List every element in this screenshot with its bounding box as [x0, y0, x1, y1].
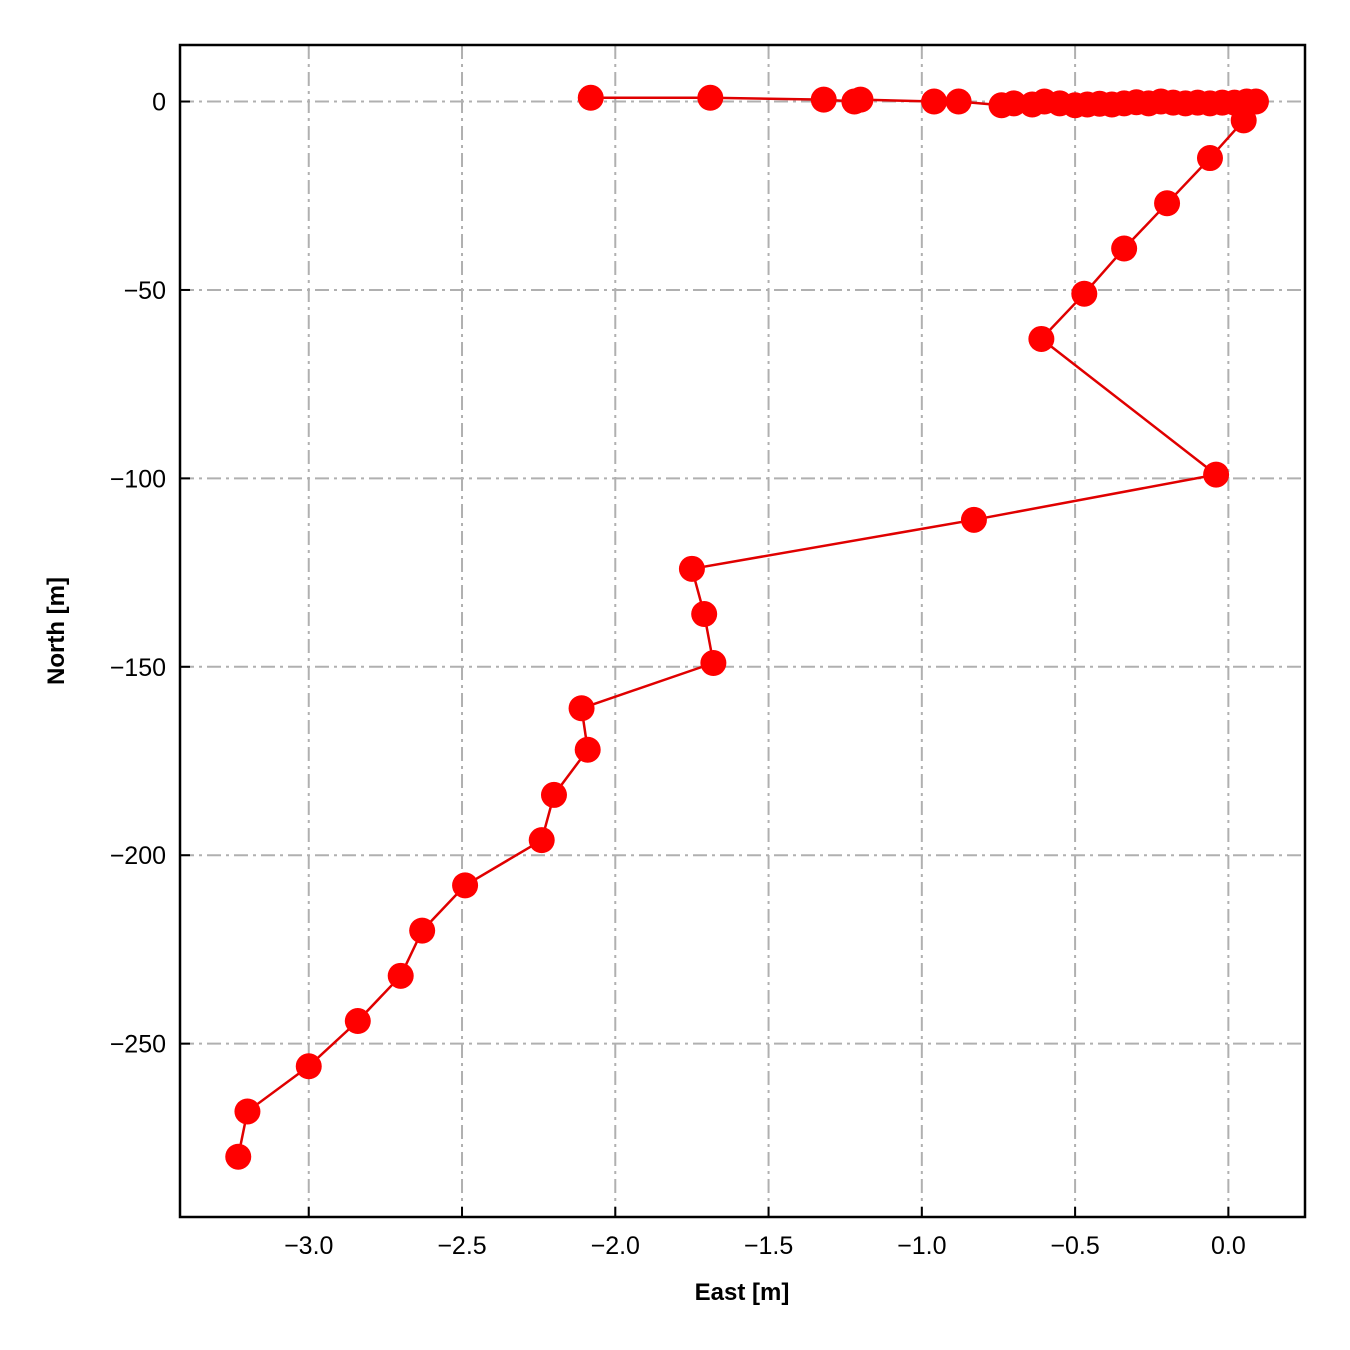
data-point — [1111, 235, 1138, 262]
data-point — [1154, 190, 1181, 217]
data-point — [678, 555, 705, 582]
data-point — [1071, 280, 1098, 307]
data-point — [1203, 461, 1230, 488]
x-tick-label: −3.0 — [284, 1232, 333, 1260]
data-point — [344, 1008, 371, 1035]
y-axis-label: North [m] — [43, 577, 70, 685]
y-tick-label: −50 — [124, 277, 166, 305]
data-point — [700, 650, 727, 677]
plot-frame — [178, 43, 1307, 1219]
data-point — [1242, 88, 1269, 115]
data-point — [568, 695, 595, 722]
x-tick-label: 0.0 — [1211, 1232, 1246, 1260]
data-point — [945, 88, 972, 115]
data-point — [1196, 145, 1223, 172]
data-point — [1000, 90, 1027, 117]
data-point — [697, 84, 724, 111]
x-tick-label: −1.0 — [897, 1232, 946, 1260]
data-point — [1230, 107, 1257, 134]
x-tick-label: −1.5 — [744, 1232, 793, 1260]
data-point — [295, 1053, 322, 1080]
data-point — [577, 84, 604, 111]
grid — [180, 45, 1305, 1217]
data-point — [540, 781, 567, 808]
series-line — [236, 96, 1258, 1157]
x-tick-label: −2.0 — [591, 1232, 640, 1260]
data-point — [452, 872, 479, 899]
y-tick-label: 0 — [152, 89, 166, 117]
data-point — [960, 506, 987, 533]
data-point — [234, 1098, 261, 1125]
x-axis-label: East [m] — [695, 1279, 790, 1306]
y-tick-label: −150 — [110, 654, 166, 682]
data-point — [810, 86, 837, 113]
data-point — [847, 86, 874, 113]
data-point — [528, 827, 555, 854]
y-tick-label: −200 — [110, 842, 166, 870]
axis-ticks: −3.0 −2.5 −2.0 −1.5 −1.0 −0.5 0.0 0 −50 −100 −150 −… — [110, 89, 1246, 1260]
data-point — [691, 601, 718, 628]
data-point — [225, 1143, 252, 1170]
series-north-vs-east — [225, 84, 1269, 1170]
data-point — [921, 88, 948, 115]
data-point — [1028, 325, 1055, 352]
data-point — [574, 736, 601, 763]
y-tick-label: −250 — [110, 1031, 166, 1059]
data-point — [387, 962, 414, 989]
x-tick-label: −2.5 — [437, 1232, 486, 1260]
data-point — [409, 917, 436, 944]
y-tick-label: −100 — [110, 465, 166, 493]
x-tick-label: −0.5 — [1050, 1232, 1099, 1260]
